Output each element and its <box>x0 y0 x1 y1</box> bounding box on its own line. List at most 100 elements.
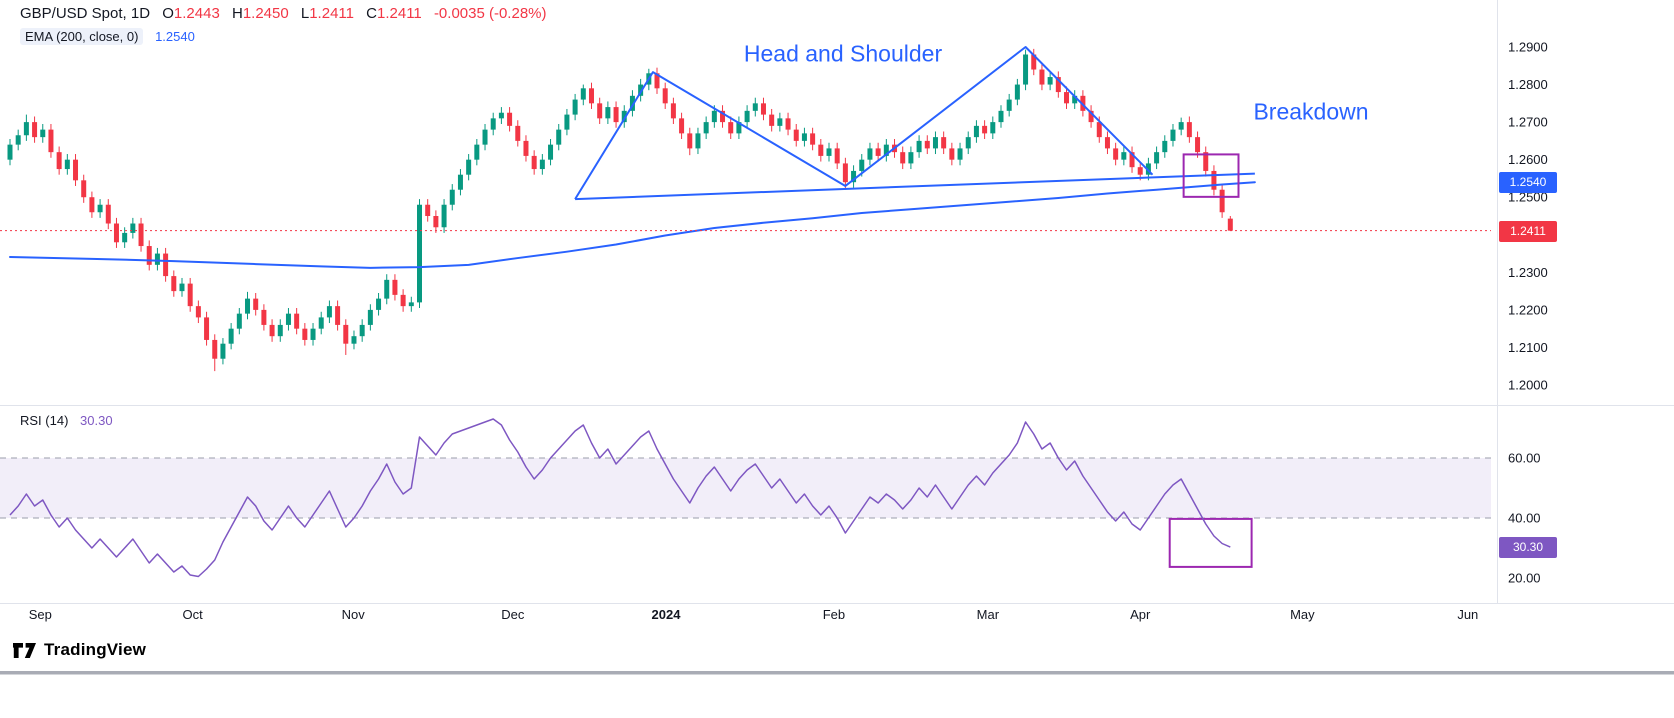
candle-body <box>916 140 922 153</box>
candle-body <box>187 283 193 307</box>
candle-body <box>1031 54 1037 70</box>
rsi-axis-label: 40.00 <box>1508 511 1541 526</box>
annotation-breakdown[interactable]: Breakdown <box>1253 98 1369 125</box>
candle-body <box>908 152 914 164</box>
candle-body <box>490 118 496 130</box>
candle-body <box>711 110 717 123</box>
candle-body <box>408 302 414 307</box>
candle-body <box>834 148 840 164</box>
rsi-legend[interactable]: RSI (14) 30.30 <box>20 413 113 428</box>
price-highlight-box[interactable] <box>1182 153 1240 198</box>
candle-body <box>56 152 62 170</box>
candle-body <box>7 144 13 160</box>
candle-body <box>1121 152 1127 160</box>
rsi-band <box>0 458 1491 518</box>
candle-body <box>638 84 644 96</box>
candle-body <box>785 118 791 130</box>
time-axis-label-may: May <box>1290 607 1315 622</box>
candle-body <box>1129 152 1135 168</box>
bottom-frame-bar <box>0 671 1674 675</box>
time-axis-label-mar: Mar <box>976 607 1000 622</box>
candle-body <box>228 328 234 344</box>
price-scale[interactable]: 1.29001.28001.27001.26001.25001.24001.23… <box>1508 40 1548 393</box>
candle-body <box>441 204 447 228</box>
candle-body <box>285 313 291 325</box>
candle-body <box>842 163 848 183</box>
candle-body <box>588 88 594 104</box>
time-axis-label-feb: Feb <box>822 607 846 622</box>
rsi-axis-label: 20.00 <box>1508 571 1541 586</box>
candle-body <box>138 223 144 247</box>
rsi-label: RSI (14) <box>20 413 69 428</box>
ohlc-low-value: 1.2411 <box>309 5 354 22</box>
candle-body <box>417 204 422 303</box>
candle-body <box>629 95 635 111</box>
pattern-drawing[interactable] <box>574 46 1154 200</box>
candle-body <box>1088 110 1094 123</box>
candle-body <box>482 129 488 145</box>
rsi-scale[interactable]: 60.00 40.00 20.00 <box>1508 451 1541 586</box>
ohlc-open-value: 1.2443 <box>173 5 220 22</box>
candle-body <box>195 306 201 318</box>
rsi-line[interactable] <box>9 418 1231 578</box>
candle-series[interactable] <box>7 48 1233 372</box>
candle-body <box>932 137 938 149</box>
candle-body <box>23 122 29 136</box>
candle-body <box>572 99 578 115</box>
time-axis-label-apr: Apr <box>1130 607 1151 622</box>
candle-body <box>449 189 455 205</box>
ohlc-close: C1.2411 <box>366 5 422 22</box>
ema-line[interactable] <box>9 181 1256 269</box>
candle-body <box>760 103 766 115</box>
candle-body <box>318 317 324 329</box>
candle-body <box>826 148 832 156</box>
rsi-highlight-box[interactable] <box>1168 517 1253 568</box>
ema-legend[interactable]: EMA (200, close, 0) 1.2540 <box>20 28 195 45</box>
candle-body <box>695 133 701 149</box>
ohlc-low-label: L <box>300 5 310 22</box>
candle-body <box>1096 122 1102 138</box>
candle-body <box>900 152 906 164</box>
candle-body <box>236 313 242 329</box>
candle-body <box>752 103 758 111</box>
candle-body <box>40 129 46 138</box>
neckline-drawing[interactable] <box>575 172 1255 201</box>
candle-body <box>548 144 554 160</box>
annotation-head-and-shoulder[interactable]: Head and Shoulder <box>743 40 943 67</box>
candle-body <box>1039 69 1045 85</box>
candle-body <box>48 129 54 153</box>
candle-body <box>736 122 742 134</box>
candle-body <box>269 324 275 337</box>
candle-body <box>1023 54 1029 85</box>
tradingview-logo[interactable]: TradingView <box>12 640 146 660</box>
candle-body <box>97 204 103 213</box>
tradingview-wordmark: TradingView <box>44 640 147 659</box>
ohlc-open-label: O <box>162 5 174 22</box>
candle-body <box>507 112 513 126</box>
candle-body <box>15 135 21 145</box>
candle-body <box>621 110 627 123</box>
candle-body <box>867 148 873 160</box>
candle-body <box>81 180 87 198</box>
time-axis-label-dec: Dec <box>501 607 525 622</box>
candle-body <box>310 328 316 340</box>
price-axis-label: 1.2300 <box>1508 265 1548 280</box>
candle-body <box>466 159 472 175</box>
candle-body <box>539 159 545 170</box>
candle-body <box>777 118 783 126</box>
candle-body <box>1104 137 1110 149</box>
candle-body <box>793 129 799 141</box>
time-axis[interactable]: Sep Oct Nov Dec 2024 Feb Mar Apr May Jun <box>0 607 1497 627</box>
candle-body <box>687 133 693 149</box>
symbol-legend[interactable]: GBP/USD Spot, 1D O1.2443 H1.2450 L1.2411… <box>20 5 547 22</box>
ohlc-high-label: H <box>231 5 243 22</box>
last-price-badge: 1.2411 <box>1499 220 1557 242</box>
candle-body <box>1047 77 1053 85</box>
candle-body <box>367 309 373 325</box>
candle-body <box>130 223 136 233</box>
candle-body <box>163 253 169 277</box>
candle-body <box>261 309 267 325</box>
candle-body <box>515 125 521 141</box>
candle-body <box>597 103 603 119</box>
